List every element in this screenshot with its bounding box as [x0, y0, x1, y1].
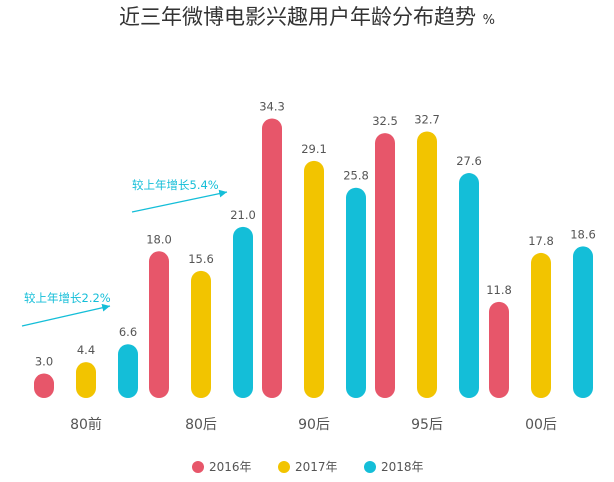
growth-annotation-label: 较上年增长5.4% — [132, 178, 219, 192]
growth-arrow — [131, 189, 228, 213]
bar-cat2-series1 — [304, 160, 324, 398]
bar-cat2-series0 — [262, 118, 282, 398]
legend-swatch — [364, 461, 376, 473]
value-label-cat1-series0: 18.0 — [146, 232, 172, 246]
bar-cat3-series0 — [375, 133, 395, 398]
value-label-cat3-series2: 27.6 — [456, 154, 482, 168]
legend-label: 2016年 — [209, 460, 252, 474]
chart-title-text: 近三年微博电影兴趣用户年龄分布趋势 — [119, 5, 476, 29]
category-label: 90后 — [298, 417, 330, 433]
bar-cat4-series0 — [489, 301, 509, 398]
chart-title: 近三年微博电影兴趣用户年龄分布趋势 % — [119, 5, 495, 29]
category-label: 80后 — [185, 417, 217, 433]
value-labels-layer: 3.0 4.4 6.6 18.0 15.6 21.0 34.3 29.1 25.8 32.5 32.… — [35, 99, 596, 368]
legend-label: 2018年 — [381, 460, 424, 474]
growth-arrow — [21, 303, 111, 327]
category-labels-layer: 80前 80后 90后 95后 00后 — [70, 416, 557, 433]
value-label-cat0-series1: 4.4 — [77, 343, 95, 357]
bar-cat4-series1 — [531, 252, 551, 398]
chart-unit: % — [483, 13, 495, 28]
bar-cat4-series2 — [573, 246, 593, 398]
value-label-cat2-series0: 34.3 — [259, 99, 285, 113]
bar-cat2-series2 — [346, 187, 366, 398]
value-label-cat4-series2: 18.6 — [570, 227, 596, 241]
value-label-cat3-series1: 32.7 — [414, 112, 440, 126]
growth-annotation-label: 较上年增长2.2% — [24, 291, 111, 305]
growth-annotations-layer: 较上年增长2.2% 较上年增长5.4% — [21, 178, 228, 327]
title-group: 近三年微博电影兴趣用户年龄分布趋势 % — [119, 5, 495, 29]
bar-cat1-series0 — [149, 251, 169, 398]
value-label-cat0-series0: 3.0 — [35, 355, 53, 369]
value-label-cat3-series0: 32.5 — [372, 114, 398, 128]
category-label: 00后 — [525, 417, 557, 433]
category-label: 95后 — [411, 417, 443, 433]
bar-cat1-series2 — [233, 226, 253, 398]
value-label-cat1-series2: 21.0 — [230, 208, 256, 222]
bar-cat0-series1 — [76, 362, 96, 398]
value-label-cat1-series1: 15.6 — [188, 252, 214, 266]
legend-label: 2017年 — [295, 460, 338, 474]
bar-cat1-series1 — [191, 270, 211, 398]
legend-swatch — [192, 461, 204, 473]
value-label-cat4-series1: 17.8 — [528, 234, 554, 248]
value-label-cat4-series0: 11.8 — [486, 283, 512, 297]
value-label-cat0-series2: 6.6 — [119, 325, 137, 339]
category-label: 80前 — [70, 416, 102, 433]
bar-cat3-series2 — [459, 173, 479, 398]
value-label-cat2-series2: 25.8 — [343, 169, 369, 183]
value-label-cat2-series1: 29.1 — [301, 142, 327, 156]
bars-layer — [34, 118, 593, 398]
legend: 2016年 2017年 2018年 — [192, 460, 424, 474]
bar-cat0-series0 — [34, 373, 54, 398]
bar-cat3-series1 — [417, 131, 437, 398]
legend-swatch — [278, 461, 290, 473]
bar-cat0-series2 — [118, 344, 138, 398]
